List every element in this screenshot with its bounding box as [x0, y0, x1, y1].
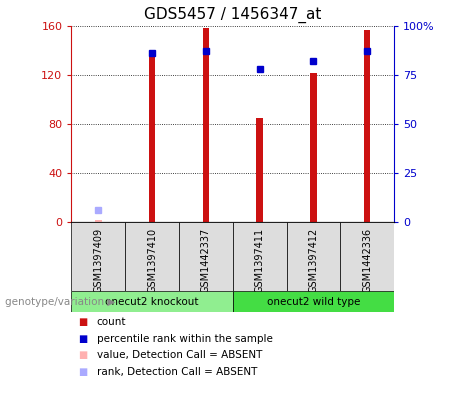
Bar: [256, 118, 263, 222]
Bar: [233, 291, 394, 312]
Text: value, Detection Call = ABSENT: value, Detection Call = ABSENT: [97, 350, 262, 360]
Text: GSM1442337: GSM1442337: [201, 228, 211, 293]
Text: GSM1397412: GSM1397412: [308, 228, 319, 293]
Text: rank, Detection Call = ABSENT: rank, Detection Call = ABSENT: [97, 367, 257, 377]
Bar: [95, 220, 101, 222]
Bar: [149, 56, 155, 222]
Bar: [71, 222, 125, 291]
Text: GSM1442336: GSM1442336: [362, 228, 372, 293]
Bar: [340, 222, 394, 291]
Text: GSM1397411: GSM1397411: [254, 228, 265, 293]
Bar: [71, 291, 233, 312]
Bar: [233, 222, 287, 291]
Bar: [310, 73, 317, 222]
Text: onecut2 knockout: onecut2 knockout: [106, 297, 199, 307]
Text: GSM1397410: GSM1397410: [147, 228, 157, 293]
Bar: [125, 222, 179, 291]
Bar: [179, 222, 233, 291]
Text: GSM1397409: GSM1397409: [93, 228, 103, 293]
Text: genotype/variation ▶: genotype/variation ▶: [5, 297, 115, 307]
Text: ■: ■: [78, 367, 88, 377]
Bar: [203, 28, 209, 222]
Text: ■: ■: [78, 334, 88, 344]
Text: onecut2 wild type: onecut2 wild type: [267, 297, 360, 307]
Bar: [287, 222, 340, 291]
Bar: [364, 30, 371, 222]
Text: percentile rank within the sample: percentile rank within the sample: [97, 334, 273, 344]
Text: ■: ■: [78, 317, 88, 327]
Text: ■: ■: [78, 350, 88, 360]
Text: count: count: [97, 317, 126, 327]
Title: GDS5457 / 1456347_at: GDS5457 / 1456347_at: [144, 7, 321, 23]
